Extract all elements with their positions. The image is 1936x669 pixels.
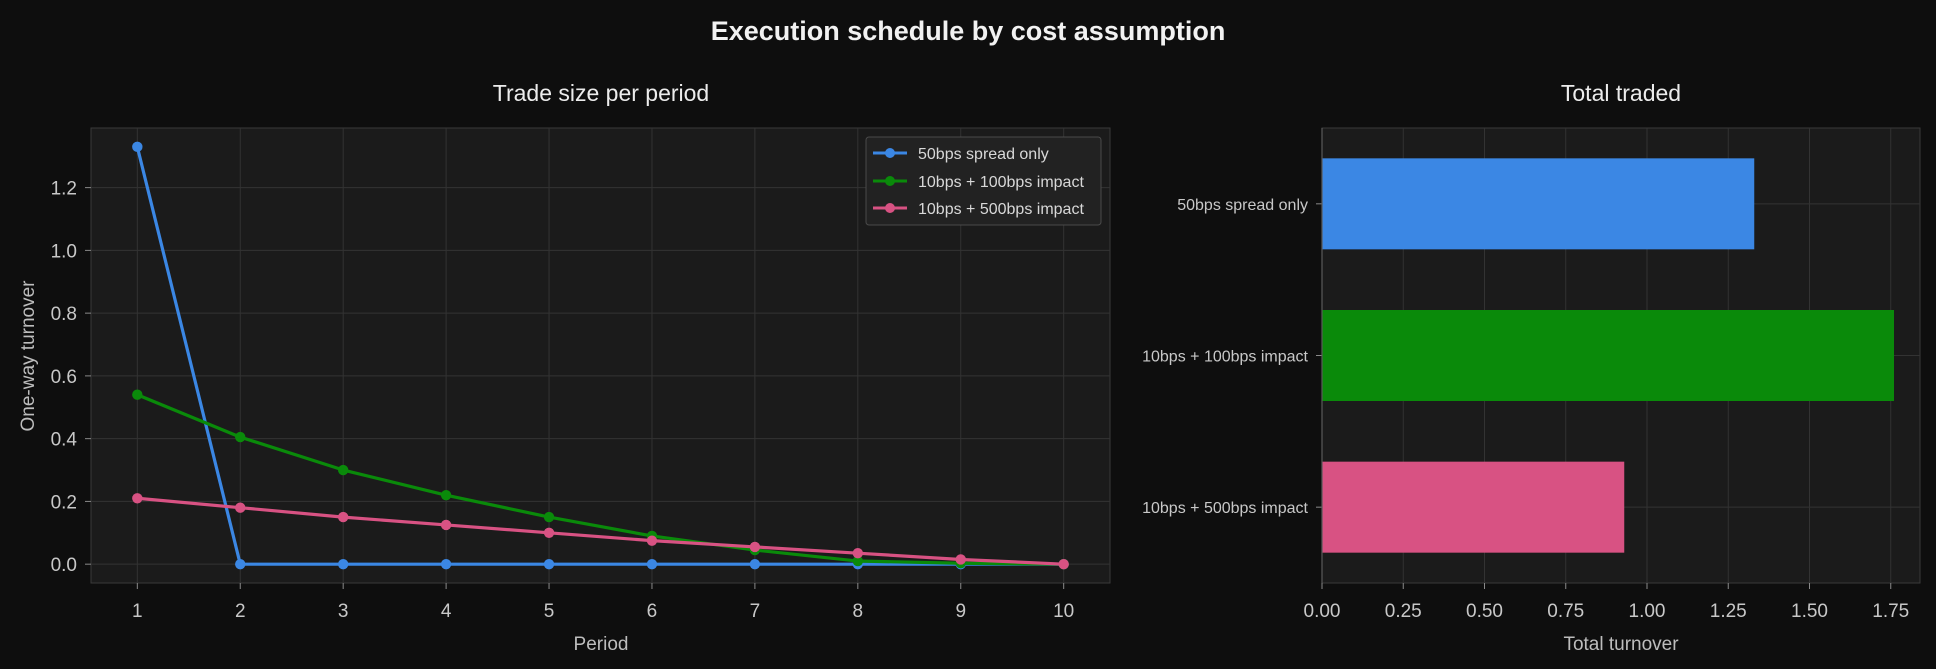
- line-chart-ylabel: One-way turnover: [18, 280, 39, 432]
- legend-marker-impact-500: [885, 203, 895, 213]
- category-label: 10bps + 500bps impact: [1142, 500, 1308, 517]
- x-tick-label: 0.00: [1304, 601, 1341, 622]
- legend-label-spread: 50bps spread only: [918, 146, 1049, 163]
- x-tick-label: 1: [132, 601, 143, 622]
- line-chart-series: [132, 141, 1069, 570]
- data-point: [235, 431, 246, 443]
- bar: [1322, 310, 1894, 401]
- x-tick-label: 6: [647, 601, 658, 622]
- legend-marker-impact-100: [885, 176, 895, 186]
- data-point: [646, 535, 658, 546]
- line-chart-title: Trade size per period: [493, 80, 709, 106]
- data-point: [852, 555, 864, 567]
- data-point: [543, 511, 555, 523]
- legend-frame: [865, 136, 1102, 226]
- data-point: [132, 141, 143, 153]
- data-point: [1058, 558, 1069, 570]
- data-point: [132, 493, 143, 504]
- x-tick-label: 1.25: [1710, 601, 1747, 622]
- data-point: [235, 502, 246, 513]
- legend-item-impact-100: 10bps + 100bps impact: [873, 174, 1084, 191]
- data-point: [337, 511, 349, 523]
- category-label: 50bps spread only: [1177, 197, 1308, 214]
- x-tick-label: 0.75: [1547, 601, 1584, 622]
- series-line: [135, 146, 1064, 566]
- data-point: [543, 558, 555, 570]
- data-point: [543, 527, 555, 538]
- x-tick-label: 0.50: [1466, 601, 1503, 622]
- y-tick-label: 1.0: [51, 241, 77, 262]
- y-tick-label: 0.2: [51, 492, 77, 513]
- line-chart-panel: Trade size per period 1 2 3 4 5 6 7 8 9 10 0.0 0.2 0…: [18, 80, 1111, 655]
- y-tick-label: 0.6: [51, 367, 77, 388]
- bar-chart-title: Total traded: [1561, 80, 1681, 106]
- x-tick-label: 4: [441, 601, 452, 622]
- x-tick-label: 2: [235, 601, 246, 622]
- series-line: [136, 393, 1064, 566]
- x-tick-label: 10: [1053, 601, 1074, 622]
- x-tick-label: 8: [853, 601, 864, 622]
- x-tick-label: 1.75: [1872, 601, 1909, 622]
- bar: [1322, 158, 1755, 250]
- legend-item-spread: 50bps spread only: [873, 146, 1049, 163]
- data-point: [440, 558, 452, 570]
- x-tick-label: 7: [750, 601, 761, 622]
- bar-chart-xlabel: Total turnover: [1563, 634, 1679, 655]
- y-tick-label: 0.4: [51, 430, 78, 451]
- y-tick-label: 1.2: [51, 179, 77, 200]
- legend-marker-spread: [885, 148, 895, 158]
- legend-item-impact-500: 10bps + 500bps impact: [873, 201, 1084, 218]
- data-point: [646, 558, 658, 570]
- bar-chart-ticks: 0.00 0.25 0.50 0.75 1.00 1.25 1.50 1.75 50bps sp…: [1142, 128, 1909, 622]
- line-chart-ticks: 1 2 3 4 5 6 7 8 9 10 0.0 0.2 0.4 0.6 0.8 1.0 1.2: [51, 179, 1075, 622]
- x-tick-label: 3: [338, 601, 349, 622]
- x-tick-label: 5: [544, 601, 555, 622]
- data-point: [235, 558, 246, 570]
- legend-label-impact-100: 10bps + 100bps impact: [918, 174, 1084, 191]
- line-chart-xlabel: Period: [574, 634, 629, 655]
- data-point: [337, 558, 349, 570]
- data-point: [852, 547, 864, 559]
- legend-label-impact-500: 10bps + 500bps impact: [918, 201, 1084, 218]
- line-chart-legend: 50bps spread only 10bps + 100bps impact …: [865, 136, 1102, 226]
- bar-chart-bars: [1322, 158, 1894, 553]
- category-label: 10bps + 100bps impact: [1142, 349, 1308, 366]
- data-point: [955, 554, 966, 565]
- x-tick-label: 9: [955, 601, 966, 622]
- data-point: [132, 389, 143, 400]
- y-tick-label: 0.8: [51, 304, 77, 325]
- y-tick-label: 0.0: [51, 555, 77, 576]
- data-point: [440, 519, 452, 531]
- series-3: [132, 493, 1069, 570]
- series-line: [137, 496, 1064, 566]
- data-point: [749, 558, 761, 570]
- data-point: [337, 464, 349, 476]
- bar-chart-panel: Total traded 0.00 0.25 0.50 0.75 1.00 1.25 1.5…: [1142, 80, 1921, 655]
- data-point: [440, 489, 452, 501]
- x-tick-label: 1.00: [1629, 601, 1666, 622]
- x-tick-label: 1.50: [1791, 601, 1828, 622]
- figure-title: Execution schedule by cost assumption: [711, 16, 1226, 46]
- x-tick-label: 0.25: [1385, 601, 1422, 622]
- data-point: [749, 541, 761, 553]
- bar: [1322, 461, 1625, 553]
